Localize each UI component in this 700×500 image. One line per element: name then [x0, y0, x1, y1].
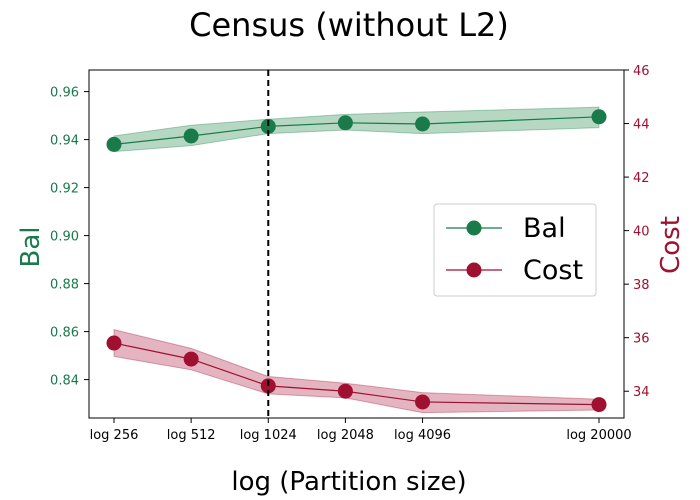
y-right-tick-label: 42: [633, 171, 650, 186]
chart-title: Census (without L2): [189, 6, 509, 44]
cost-data-point: [337, 383, 353, 399]
cost-series-line: [113, 342, 600, 406]
bal-data-point: [591, 109, 607, 125]
x-tick-label: log 1024: [240, 428, 297, 443]
cost-data-point: [591, 397, 607, 413]
y-left-tick-label: 0.88: [50, 278, 79, 293]
plot-frame: [88, 69, 625, 419]
bal-data-point: [337, 115, 353, 131]
bal-data-point: [106, 136, 122, 152]
legend-cost-marker: [466, 262, 482, 278]
bal-data-point: [415, 116, 431, 132]
legend: Bal Cost: [433, 203, 597, 297]
cost-data-point: [183, 351, 199, 367]
x-tick-label: log 2048: [317, 428, 374, 443]
cost-data-point: [106, 335, 122, 351]
y-left-tick-label: 0.92: [50, 182, 79, 197]
x-tick-label: log 512: [167, 428, 216, 443]
x-tick-label: log 256: [90, 428, 139, 443]
y-left-tick-label: 0.96: [50, 86, 79, 101]
legend-cost-label: Cost: [523, 255, 583, 286]
y-left-tick-label: 0.94: [50, 134, 79, 149]
legend-bal-marker: [466, 220, 482, 236]
y-left-tick-label: 0.90: [50, 230, 79, 245]
cost-confidence-band: [113, 329, 600, 414]
y-left-tick-label: 0.86: [50, 326, 79, 341]
legend-bal-label: Bal: [523, 213, 566, 244]
y-axis-left-label: Bal: [16, 227, 46, 268]
cost-data-point: [415, 394, 431, 410]
y-right-tick-label: 38: [633, 278, 650, 293]
bal-confidence-band: [113, 106, 600, 153]
y-right-tick-label: 34: [633, 385, 650, 400]
bal-data-point: [260, 118, 276, 134]
x-tick-label: log 4096: [394, 428, 451, 443]
x-axis-label: log (Partition size): [231, 467, 466, 497]
x-tick-label: log 20000: [566, 428, 631, 443]
y-right-tick-label: 46: [633, 64, 650, 79]
y-right-tick-label: 40: [633, 225, 650, 240]
y-axis-right-label: Cost: [656, 216, 686, 274]
y-left-tick-label: 0.84: [50, 374, 79, 389]
y-right-tick-label: 44: [633, 118, 650, 133]
y-right-tick-label: 36: [633, 332, 650, 347]
bal-series-line: [113, 116, 600, 145]
bal-data-point: [183, 128, 199, 144]
